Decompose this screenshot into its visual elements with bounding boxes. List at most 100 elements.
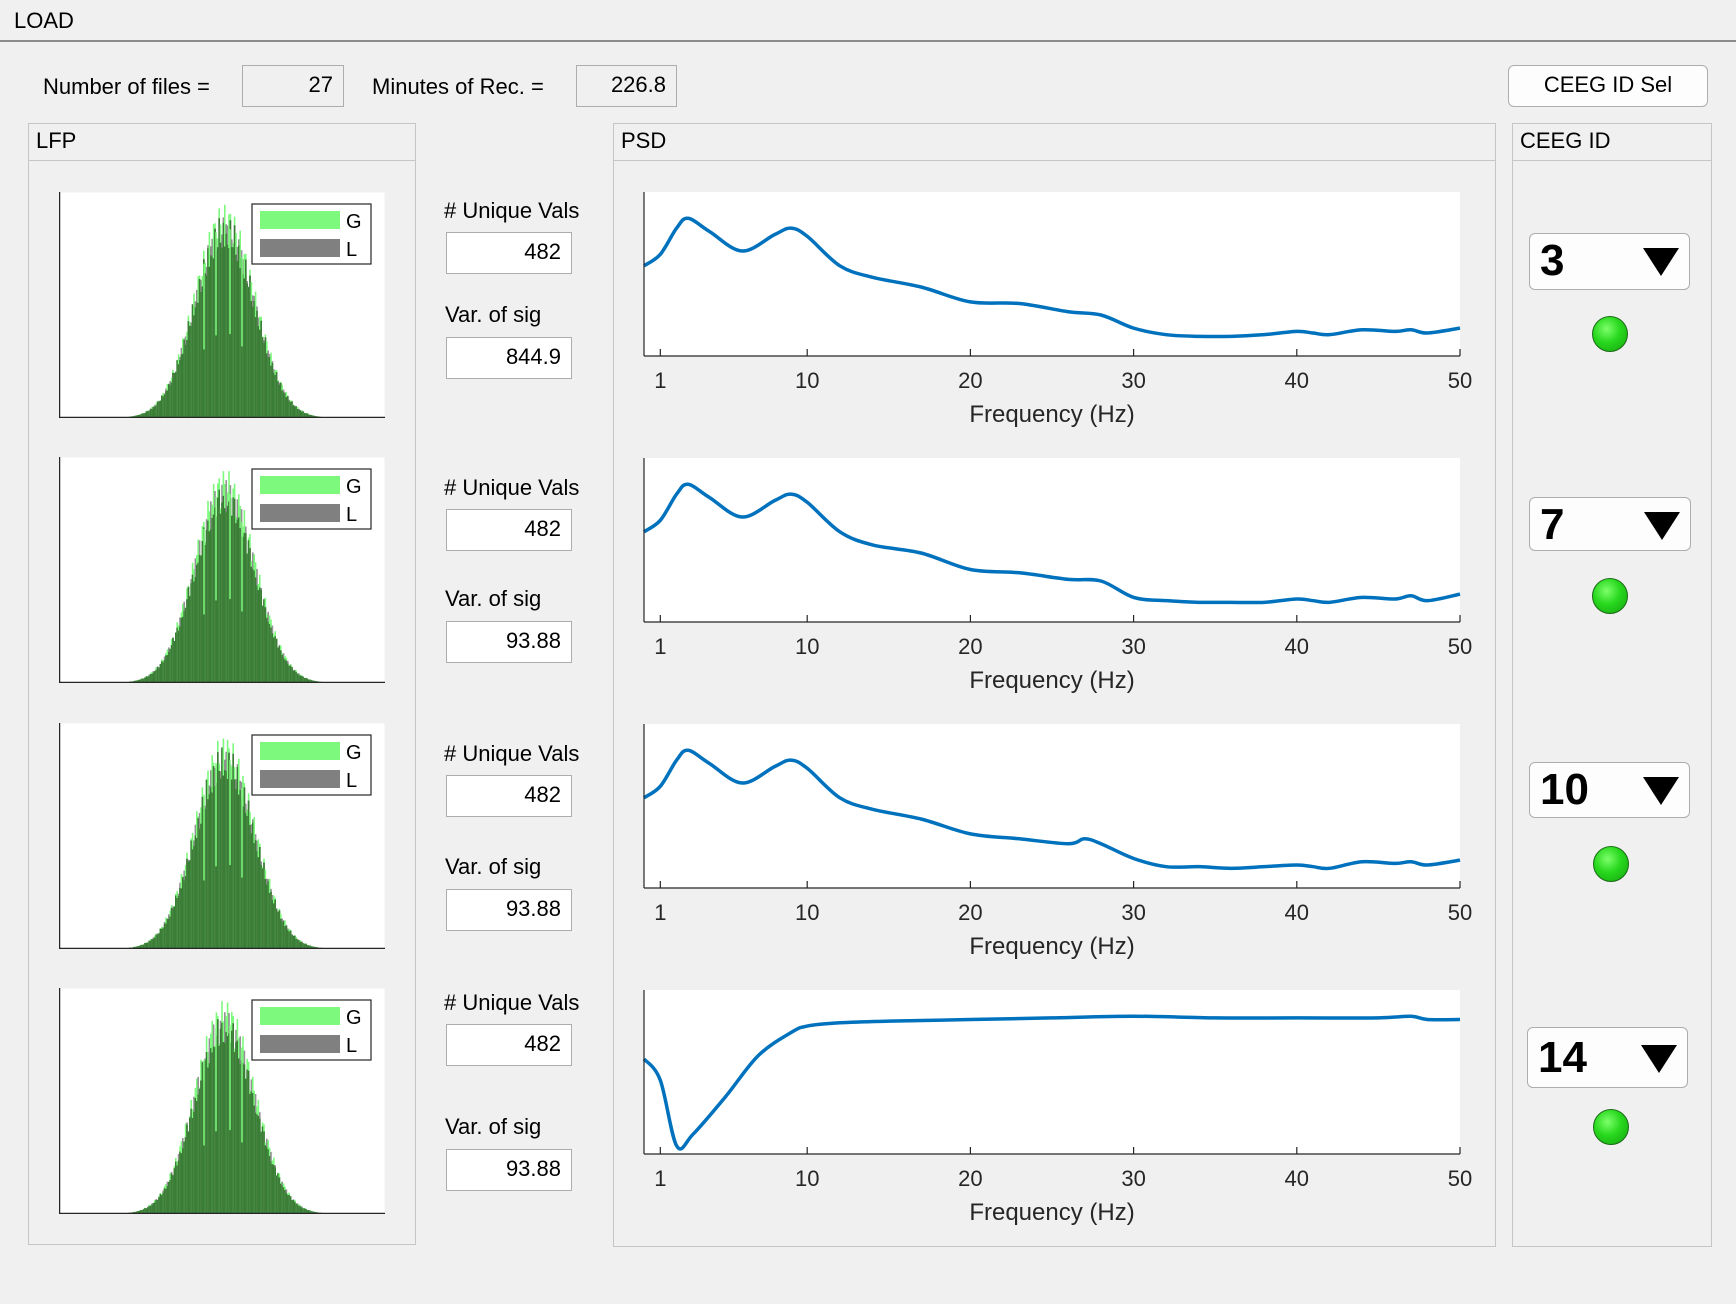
- histogram-bar-overlap: [187, 586, 190, 683]
- histogram-bar-overlap: [212, 258, 215, 418]
- unique-vals-field-3[interactable]: 482: [446, 775, 572, 817]
- histogram-bar-overlap: [246, 1069, 248, 1214]
- ceeg-id-sel-button[interactable]: CEEG ID Sel: [1508, 65, 1708, 107]
- histogram-bar-overlap: [303, 678, 306, 683]
- histogram-bar-overlap: [169, 385, 171, 418]
- var-of-sig-field-3[interactable]: 93.88: [446, 889, 572, 931]
- var-of-sig-label-1: Var. of sig: [445, 302, 542, 327]
- histogram-bar-overlap: [301, 1207, 303, 1214]
- psd-x-tick-label: 10: [795, 900, 819, 925]
- ceeg-id-dropdown-2[interactable]: 7: [1529, 497, 1691, 551]
- histogram-bar-overlap: [173, 641, 176, 683]
- psd-x-axis-label: Frequency (Hz): [969, 401, 1134, 428]
- histogram-bar-overlap: [301, 676, 303, 683]
- histogram-bar-overlap: [231, 247, 233, 418]
- histogram-bar-overlap: [243, 1064, 246, 1214]
- histogram-bar-overlap: [235, 1042, 237, 1214]
- psd-x-tick-label: 50: [1448, 368, 1472, 393]
- unique-vals-field-2[interactable]: 482: [446, 509, 572, 551]
- histogram-bar-overlap: [310, 946, 313, 949]
- histogram-bar-overlap: [211, 256, 213, 418]
- histogram-bar-overlap: [278, 384, 281, 418]
- histogram-bar-overlap: [243, 532, 246, 683]
- histogram-bar-overlap: [253, 300, 255, 418]
- histogram-bar-overlap: [151, 673, 153, 683]
- histogram-bar-overlap: [205, 275, 208, 418]
- histogram-bar-overlap: [287, 930, 289, 949]
- histogram-bar-overlap: [161, 928, 163, 949]
- histogram-bar-overlap: [309, 679, 311, 683]
- histogram-bar-overlap: [282, 1187, 285, 1214]
- histogram-bar-overlap: [198, 555, 201, 683]
- histogram-bar-overlap: [236, 767, 239, 949]
- status-lamp-3: [1593, 846, 1629, 882]
- histogram-bar-overlap: [303, 413, 306, 418]
- histogram-bar-overlap: [292, 405, 295, 418]
- histogram-bar-overlap: [280, 918, 282, 949]
- histogram-bar-overlap: [257, 1115, 260, 1214]
- histogram-bar-overlap: [161, 661, 163, 683]
- histogram-bar-overlap: [259, 329, 261, 418]
- legend-swatch-l: [260, 1035, 340, 1053]
- unique-vals-field-1[interactable]: 482: [446, 232, 572, 274]
- histogram-bar-overlap: [259, 846, 261, 949]
- histogram-bar-overlap: [155, 1200, 157, 1214]
- menu-load[interactable]: LOAD: [14, 8, 74, 33]
- histogram-bar-overlap: [163, 394, 166, 418]
- histogram-bar-overlap: [247, 1070, 250, 1214]
- ceeg-id-dropdown-3[interactable]: 10: [1529, 762, 1690, 818]
- histogram-bar-overlap: [159, 400, 162, 418]
- status-lamp-1: [1592, 316, 1628, 352]
- histogram-bar-overlap: [225, 233, 227, 418]
- histogram-bar-overlap: [235, 789, 237, 949]
- histogram-bar-overlap: [260, 864, 262, 949]
- legend-swatch-l: [260, 770, 340, 788]
- histogram-bar-overlap: [228, 1033, 230, 1214]
- var-of-sig-field-4[interactable]: 93.88: [446, 1149, 572, 1191]
- histogram-bar-overlap: [156, 401, 159, 418]
- histogram-bar-overlap: [162, 662, 164, 683]
- histogram-bar-overlap: [175, 372, 177, 418]
- histogram-bar-overlap: [177, 1160, 180, 1214]
- histogram-bar-overlap: [159, 1193, 162, 1214]
- unique-vals-field-4[interactable]: 482: [446, 1024, 572, 1066]
- histogram-bar-overlap: [294, 1201, 296, 1214]
- histogram-bar-overlap: [193, 845, 195, 949]
- histogram-bar-overlap: [148, 675, 150, 683]
- histogram-bar-overlap: [182, 877, 184, 949]
- histogram-bar-overlap: [289, 1196, 292, 1214]
- histogram-bar-overlap: [190, 326, 192, 418]
- histogram-bar-overlap: [277, 1173, 279, 1214]
- histogram-bar-overlap: [224, 1042, 226, 1214]
- histogram-bar-overlap: [179, 1151, 181, 1214]
- ceeg-id-dropdown-1[interactable]: 3: [1529, 233, 1690, 290]
- var-of-sig-field-2[interactable]: 93.88: [446, 621, 572, 663]
- histogram-bar-overlap: [243, 787, 246, 949]
- ceeg-id-value-4: 14: [1538, 1033, 1587, 1082]
- histogram-bar-overlap: [201, 540, 204, 683]
- histogram-bar-overlap: [232, 753, 234, 949]
- histogram-bar-overlap: [204, 808, 206, 949]
- histogram-bar-overlap: [301, 411, 303, 418]
- status-lamp-4: [1593, 1109, 1629, 1145]
- histogram-bar-overlap: [186, 340, 188, 418]
- histogram-bar-overlap: [252, 822, 254, 949]
- histogram-bar-overlap: [264, 607, 267, 683]
- histogram-bar-overlap: [260, 1131, 262, 1214]
- histogram-bar-overlap: [287, 1194, 289, 1214]
- histogram-bar-overlap: [291, 1200, 293, 1214]
- histogram-bar-overlap: [232, 497, 234, 683]
- histogram-bar-overlap: [287, 396, 289, 418]
- histogram-bar-overlap: [310, 680, 313, 683]
- ceeg-id-dropdown-4[interactable]: 14: [1527, 1027, 1688, 1088]
- histogram-bar-overlap: [263, 1131, 265, 1214]
- histogram-bar-overlap: [296, 1204, 299, 1214]
- histogram-bar-overlap: [271, 899, 274, 949]
- histogram-bar-overlap: [282, 921, 285, 949]
- var-of-sig-field-1[interactable]: 844.9: [446, 337, 572, 379]
- histogram-bar-overlap: [256, 310, 258, 418]
- histogram-bar-overlap: [149, 940, 152, 949]
- psd-x-tick-label: 1: [654, 900, 666, 925]
- histogram-bar-overlap: [168, 651, 170, 683]
- histogram-bar-overlap: [170, 645, 173, 683]
